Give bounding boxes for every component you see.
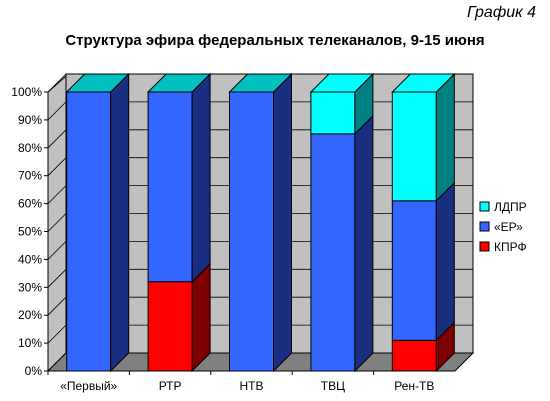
- bar-side: [354, 114, 374, 373]
- chart-title: Структура эфира федеральных телеканалов,…: [65, 32, 485, 49]
- left-wall: [47, 74, 67, 373]
- bar-stack: [146, 72, 212, 373]
- y-tick-label: 80%: [18, 141, 42, 155]
- legend-label: ЛДПР: [494, 200, 527, 214]
- y-tick-label: 60%: [18, 197, 42, 211]
- bar-side: [110, 72, 130, 373]
- x-category-label: РТР: [159, 379, 182, 393]
- legend-item: ЛДПР: [479, 200, 527, 214]
- x-category-label: НТВ: [240, 379, 264, 393]
- y-tick-label: 10%: [18, 336, 42, 350]
- y-tick-label: 20%: [18, 308, 42, 322]
- bar-stack: [309, 72, 375, 373]
- bar-segment: [391, 200, 437, 341]
- bar-side: [191, 72, 211, 283]
- bar-segment: [310, 91, 356, 135]
- bar-segment: [229, 91, 274, 372]
- bar-segment: [147, 281, 193, 372]
- legend-label: КПРФ: [494, 240, 527, 254]
- y-tick-label: 40%: [18, 252, 42, 266]
- legend: ЛДПР «ЕР» КПРФ: [479, 200, 527, 254]
- legend-swatch: [479, 221, 490, 232]
- y-tick-label: 0%: [25, 364, 43, 378]
- bar-segment: [391, 339, 437, 372]
- y-tick-label: 70%: [18, 169, 42, 183]
- y-tick-label: 30%: [18, 280, 42, 294]
- bar-side: [435, 72, 455, 203]
- y-tick-label: 100%: [11, 85, 42, 99]
- x-category-label: Рен-ТВ: [394, 379, 434, 393]
- y-tick-label: 90%: [18, 113, 42, 127]
- x-category-label: «Первый»: [60, 379, 117, 393]
- figure-label: График 4: [467, 4, 536, 21]
- bar-stack: [228, 72, 293, 373]
- bar-top: [65, 73, 130, 93]
- legend-item: «ЕР»: [479, 220, 523, 234]
- bar-side: [191, 262, 211, 373]
- legend-label: «ЕР»: [494, 220, 523, 234]
- y-axis-ticks: 0% 10% 20% 30% 40% 50% 60% 70% 80% 90% 100%: [11, 85, 49, 378]
- bar-segment: [391, 91, 437, 202]
- legend-swatch: [479, 201, 490, 212]
- bar-stack: [65, 72, 130, 373]
- bar-top: [146, 73, 212, 93]
- bar-stack: [391, 72, 456, 373]
- bar-segment: [147, 91, 193, 283]
- bar-top: [309, 73, 375, 93]
- bar-segment: [66, 91, 112, 372]
- x-axis-categories: «Первый» РТР НТВ ТВЦ Рен-ТВ: [47, 370, 455, 393]
- bar-top: [391, 73, 456, 93]
- bar-side: [273, 72, 292, 373]
- y-tick-label: 50%: [18, 225, 42, 239]
- bar-segment: [310, 133, 356, 372]
- legend-swatch: [479, 241, 490, 252]
- bar-top: [228, 73, 293, 93]
- bar-side: [435, 181, 455, 342]
- x-category-label: ТВЦ: [321, 379, 345, 393]
- legend-item: КПРФ: [479, 240, 527, 254]
- bars: [65, 72, 456, 373]
